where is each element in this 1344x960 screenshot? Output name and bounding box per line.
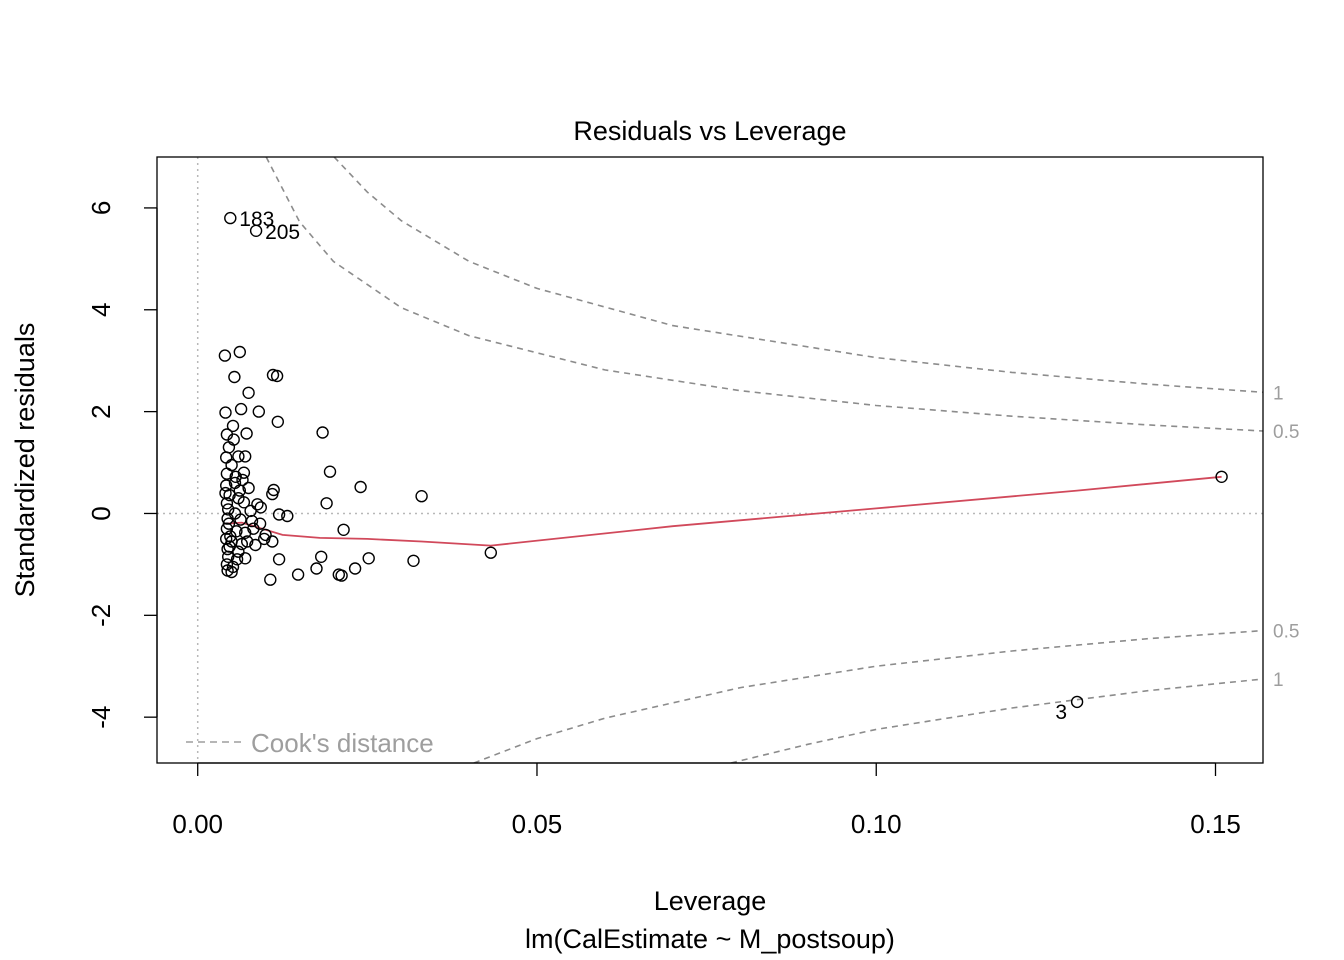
- data-point: [335, 569, 348, 582]
- data-point: [230, 553, 244, 566]
- legend-label: Cook's distance: [251, 728, 434, 758]
- data-point: [249, 224, 263, 238]
- data-point: [310, 562, 323, 575]
- data-point: [225, 565, 238, 579]
- data-point: [224, 530, 237, 543]
- data-point: [272, 508, 286, 521]
- data-point: [484, 546, 497, 559]
- data-point: [223, 540, 236, 553]
- data-point: [266, 487, 279, 501]
- data-point: [348, 562, 362, 575]
- cooks-contour-upper-1: [333, 157, 1263, 394]
- data-point: [251, 498, 264, 511]
- data-point: [238, 450, 252, 463]
- data-point: [264, 573, 277, 586]
- data-point: [221, 503, 235, 516]
- smooth-line: [224, 475, 1222, 547]
- data-point: [1070, 695, 1084, 709]
- data-point: [238, 552, 252, 565]
- data-point: [247, 522, 260, 535]
- data-point: [233, 345, 247, 359]
- data-point: [266, 535, 279, 548]
- cooks-contour-lower-0-5: [473, 629, 1263, 763]
- data-point: [252, 405, 265, 418]
- data-point: [354, 480, 367, 494]
- x-axis: 0.00 0.05 0.10 0.15: [172, 762, 1241, 839]
- x-tick-label: 0.10: [851, 809, 902, 839]
- y-tick-label: -4: [86, 706, 116, 729]
- x-axis-label: Leverage: [654, 886, 767, 916]
- data-point: [227, 433, 240, 446]
- data-point: [240, 427, 253, 440]
- data-point: [218, 349, 232, 362]
- chart-title: Residuals vs Leverage: [573, 116, 846, 146]
- point-label: 3: [1055, 701, 1067, 724]
- data-point: [240, 535, 254, 548]
- data-point: [320, 497, 333, 510]
- cooks-contour-label: 0.5: [1273, 422, 1299, 443]
- reference-lines: [157, 157, 1263, 763]
- data-point: [226, 419, 240, 433]
- data-point: [407, 554, 420, 567]
- data-point: [219, 451, 233, 464]
- data-point: [244, 504, 257, 518]
- y-tick-label: 2: [86, 404, 116, 418]
- plot-frame: [156, 156, 1264, 764]
- data-point: [258, 532, 271, 546]
- point-label: 205: [265, 221, 300, 244]
- cooks-contour-upper-0-5: [265, 157, 1263, 432]
- data-point: [221, 512, 234, 525]
- cooks-distance-contours: [265, 157, 1263, 763]
- data-point: [249, 538, 262, 552]
- data-point: [224, 211, 237, 225]
- y-tick-label: 4: [86, 303, 116, 317]
- y-axis-label: Standardized residuals: [10, 323, 40, 598]
- cooks-contour-lower-1: [730, 678, 1263, 763]
- y-tick-label: -2: [86, 604, 116, 627]
- data-point: [234, 402, 248, 416]
- data-point: [232, 450, 245, 463]
- data-point: [271, 415, 284, 428]
- data-point: [316, 426, 329, 439]
- data-point: [242, 386, 255, 399]
- data-point: [270, 369, 284, 383]
- data-point: [291, 568, 305, 581]
- lowess-smooth-line: [224, 475, 1222, 547]
- cooks-contour-label: 1: [1273, 383, 1284, 404]
- legend: Cook's distance: [186, 728, 434, 758]
- data-point: [337, 523, 350, 536]
- y-tick-label: 6: [86, 201, 116, 215]
- x-tick-label: 0.00: [172, 809, 223, 839]
- point-label: 183: [239, 208, 274, 231]
- data-point: [228, 476, 242, 490]
- data-point: [219, 406, 232, 419]
- data-point: [254, 501, 267, 514]
- x-tick-label: 0.15: [1190, 809, 1241, 839]
- cooks-contour-label: 1: [1273, 670, 1284, 691]
- data-point: [415, 490, 428, 503]
- cooks-contour-labels: 1 0.5 0.5 1: [1273, 383, 1299, 691]
- y-axis: -4 -2 0 2 4 6: [86, 201, 158, 729]
- data-point: [220, 467, 234, 480]
- data-point: [1215, 470, 1228, 483]
- data-point: [323, 465, 337, 478]
- data-point: [315, 550, 328, 563]
- data-point: [222, 517, 236, 530]
- data-point: [237, 496, 251, 509]
- data-point: [228, 370, 241, 384]
- chart-subtitle: lm(CalEstimate ~ M_postsoup): [525, 924, 895, 954]
- data-point: [237, 466, 251, 479]
- data-point: [219, 486, 232, 500]
- data-point: [281, 509, 294, 523]
- x-tick-label: 0.05: [512, 809, 563, 839]
- data-point: [242, 481, 255, 495]
- y-tick-label: 0: [86, 506, 116, 520]
- data-point: [272, 553, 286, 566]
- data-point: [362, 552, 375, 565]
- data-points: [218, 211, 1228, 709]
- cooks-contour-label: 0.5: [1273, 622, 1299, 643]
